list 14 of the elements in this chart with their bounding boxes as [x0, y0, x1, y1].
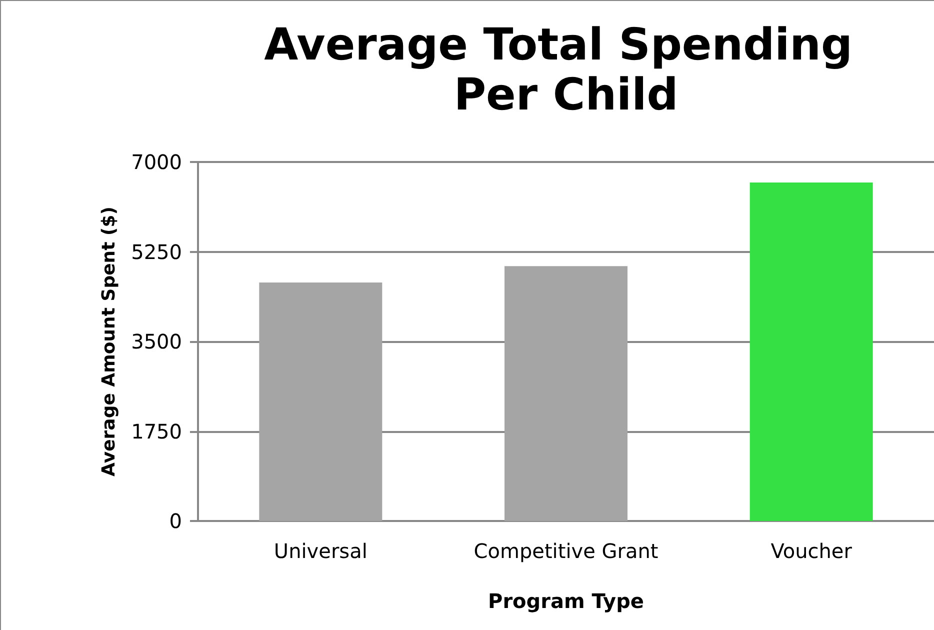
y-tick-label: 5250 — [131, 240, 182, 264]
x-tick-label: Competitive Grant — [474, 539, 658, 563]
y-tick-label: 7000 — [131, 150, 182, 174]
y-tick-label: 0 — [169, 509, 182, 533]
bar — [259, 282, 382, 521]
y-tick-label: 1750 — [131, 419, 182, 444]
x-axis-title: Program Type — [488, 589, 644, 613]
chart-title: Average Total Spending Per Child — [264, 20, 868, 120]
x-tick-label: Voucher — [770, 539, 853, 563]
y-axis-title: Average Amount Spent ($) — [98, 206, 120, 476]
bar — [750, 182, 873, 521]
y-tick-label: 3500 — [131, 330, 182, 354]
x-tick-label: Universal — [274, 539, 368, 563]
bar — [504, 266, 628, 521]
